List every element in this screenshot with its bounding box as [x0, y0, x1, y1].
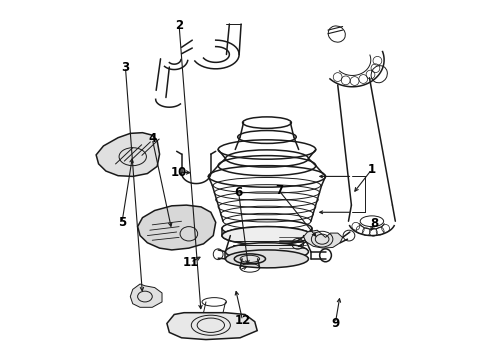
Text: 12: 12: [234, 314, 251, 327]
Text: 7: 7: [275, 184, 283, 197]
Text: 1: 1: [368, 163, 376, 176]
Ellipse shape: [222, 226, 312, 244]
Text: 9: 9: [331, 317, 340, 330]
Ellipse shape: [225, 243, 308, 261]
Text: 2: 2: [175, 19, 183, 32]
Text: 3: 3: [122, 60, 129, 73]
Text: 4: 4: [148, 132, 156, 145]
Ellipse shape: [225, 250, 308, 268]
Polygon shape: [138, 205, 216, 250]
Polygon shape: [167, 313, 257, 339]
Text: 10: 10: [171, 166, 187, 179]
Polygon shape: [96, 133, 160, 176]
Text: 5: 5: [118, 216, 126, 229]
Text: 8: 8: [370, 216, 378, 230]
Text: 6: 6: [235, 186, 243, 199]
Polygon shape: [130, 284, 162, 307]
Polygon shape: [304, 230, 343, 248]
Text: 11: 11: [182, 256, 198, 269]
